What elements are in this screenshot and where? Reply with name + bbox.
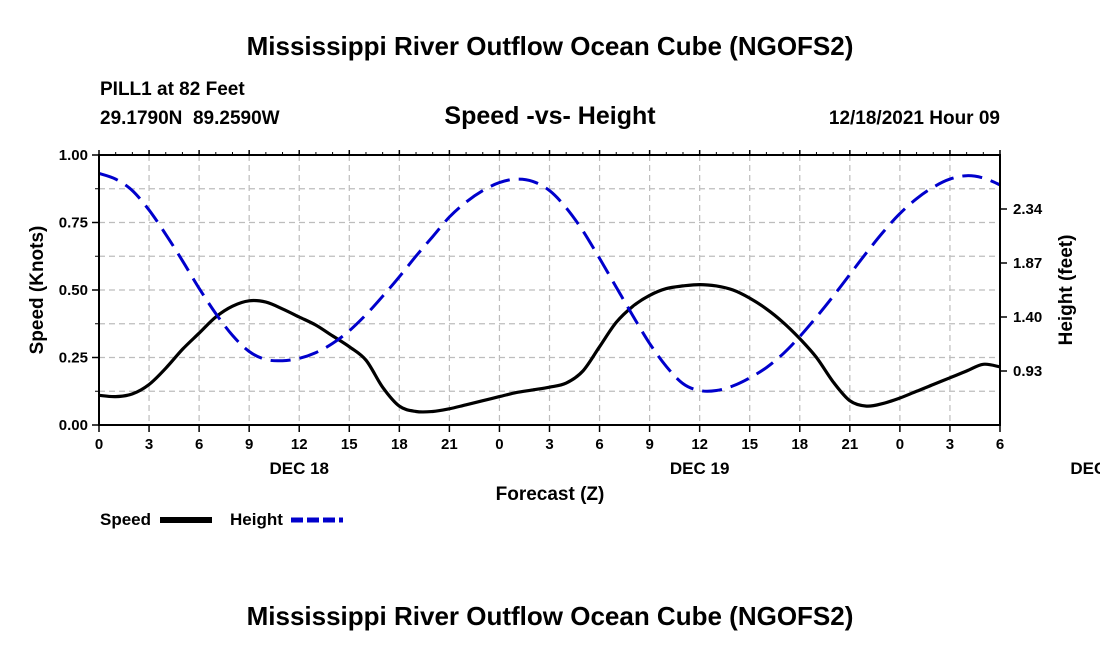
axes: 0 3 6 9 12 15 18 21 0 3 6 9 12 15 18 21 0 3 6 DEC 18 DEC 19 D… [59, 147, 1100, 478]
x-tick-label: 0 [495, 436, 503, 453]
y2-tick-label: 2.34 [1013, 201, 1043, 218]
x-tick-label: 12 [691, 436, 708, 453]
day-label: DEC 19 [670, 459, 730, 478]
x-tick-label: 6 [996, 436, 1004, 453]
x-tick-label: 18 [791, 436, 808, 453]
date-label: 12/18/2021 Hour 09 [829, 108, 1000, 129]
y-tick-label: 0.75 [59, 215, 88, 232]
footer-title: Mississippi River Outflow Ocean Cube (NG… [247, 601, 854, 631]
x-tick-label: 12 [291, 436, 308, 453]
x-tick-label: 0 [896, 436, 904, 453]
chart-title: Mississippi River Outflow Ocean Cube (NG… [247, 31, 854, 61]
x-tick-label: 6 [195, 436, 203, 453]
station-label: PILL1 at 82 Feet [100, 79, 245, 100]
x-axis-label: Forecast (Z) [496, 484, 605, 505]
series-line-speed [98, 283, 1001, 414]
y-tick-label: 0.50 [59, 282, 88, 299]
x-tick-label: 15 [741, 436, 758, 453]
x-tick-label: 3 [545, 436, 553, 453]
y-axis-label: Speed (Knots) [27, 226, 48, 355]
y-tick-label: 0.25 [59, 350, 88, 367]
x-tick-label: 21 [441, 436, 458, 453]
legend-height-label: Height [230, 510, 283, 529]
day-label: DEC 18 [269, 459, 329, 478]
x-tick-label: 21 [841, 436, 858, 453]
x-tick-label: 15 [341, 436, 358, 453]
y2-tick-label: 0.93 [1013, 363, 1042, 380]
y2-tick-label: 1.87 [1013, 255, 1042, 272]
x-tick-label: 9 [645, 436, 653, 453]
x-tick-label: 3 [145, 436, 153, 453]
y2-axis-label: Height (feet) [1056, 235, 1077, 346]
y2-tick-label: 1.40 [1013, 309, 1042, 326]
x-tick-label: 18 [391, 436, 408, 453]
grid [99, 155, 1000, 425]
x-tick-label: 0 [95, 436, 103, 453]
legend: Speed Height [100, 510, 343, 529]
series-line-height [98, 171, 1001, 393]
y-tick-label: 1.00 [59, 147, 88, 164]
chart-subtitle: Speed -vs- Height [444, 102, 656, 130]
series-layer [98, 171, 1001, 414]
legend-speed-label: Speed [100, 510, 151, 529]
day-label: DEC 20 [1070, 459, 1100, 478]
x-tick-label: 9 [245, 436, 253, 453]
y-tick-label: 0.00 [59, 417, 88, 434]
x-tick-label: 6 [595, 436, 603, 453]
x-tick-label: 3 [946, 436, 954, 453]
coords-label: 29.1790N 89.2590W [100, 108, 280, 129]
